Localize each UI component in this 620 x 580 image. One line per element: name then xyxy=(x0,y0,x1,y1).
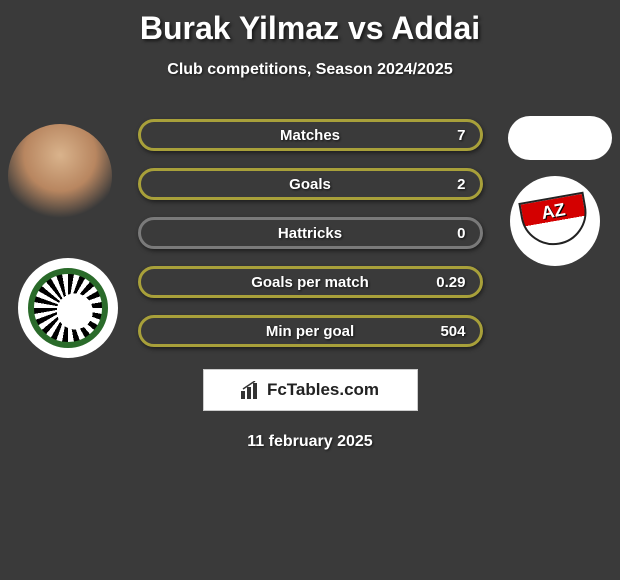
fctables-logo: FcTables.com xyxy=(203,369,418,411)
player-right-avatar xyxy=(508,116,612,160)
stats-list: Matches 7 Goals 2 Hattricks 0 Goals per … xyxy=(138,119,483,347)
stat-label: Matches xyxy=(280,127,340,144)
date-text: 11 february 2025 xyxy=(0,433,620,451)
stat-value: 2 xyxy=(457,176,465,193)
club-right-badge: AZ xyxy=(510,176,600,266)
stat-value: 7 xyxy=(457,127,465,144)
stat-value: 0 xyxy=(457,225,465,242)
club-left-badge xyxy=(18,258,118,358)
stat-row-goals: Goals 2 xyxy=(138,168,483,200)
stat-label: Hattricks xyxy=(278,225,342,242)
stat-label: Goals per match xyxy=(251,274,369,291)
stat-row-matches: Matches 7 xyxy=(138,119,483,151)
stat-row-min-per-goal: Min per goal 504 xyxy=(138,315,483,347)
stat-label: Goals xyxy=(289,176,331,193)
subtitle: Club competitions, Season 2024/2025 xyxy=(0,61,620,79)
stat-value: 504 xyxy=(440,323,465,340)
club-right-text: AZ xyxy=(540,199,567,224)
chart-icon xyxy=(241,381,261,399)
player-left-avatar xyxy=(8,124,112,228)
stat-label: Min per goal xyxy=(266,323,354,340)
stat-value: 0.29 xyxy=(436,274,465,291)
logo-text: FcTables.com xyxy=(267,380,379,400)
stat-row-goals-per-match: Goals per match 0.29 xyxy=(138,266,483,298)
fortuna-sittard-icon xyxy=(28,268,108,348)
stat-row-hattricks: Hattricks 0 xyxy=(138,217,483,249)
az-alkmaar-icon: AZ xyxy=(518,192,591,251)
page-title: Burak Yilmaz vs Addai xyxy=(0,0,620,47)
